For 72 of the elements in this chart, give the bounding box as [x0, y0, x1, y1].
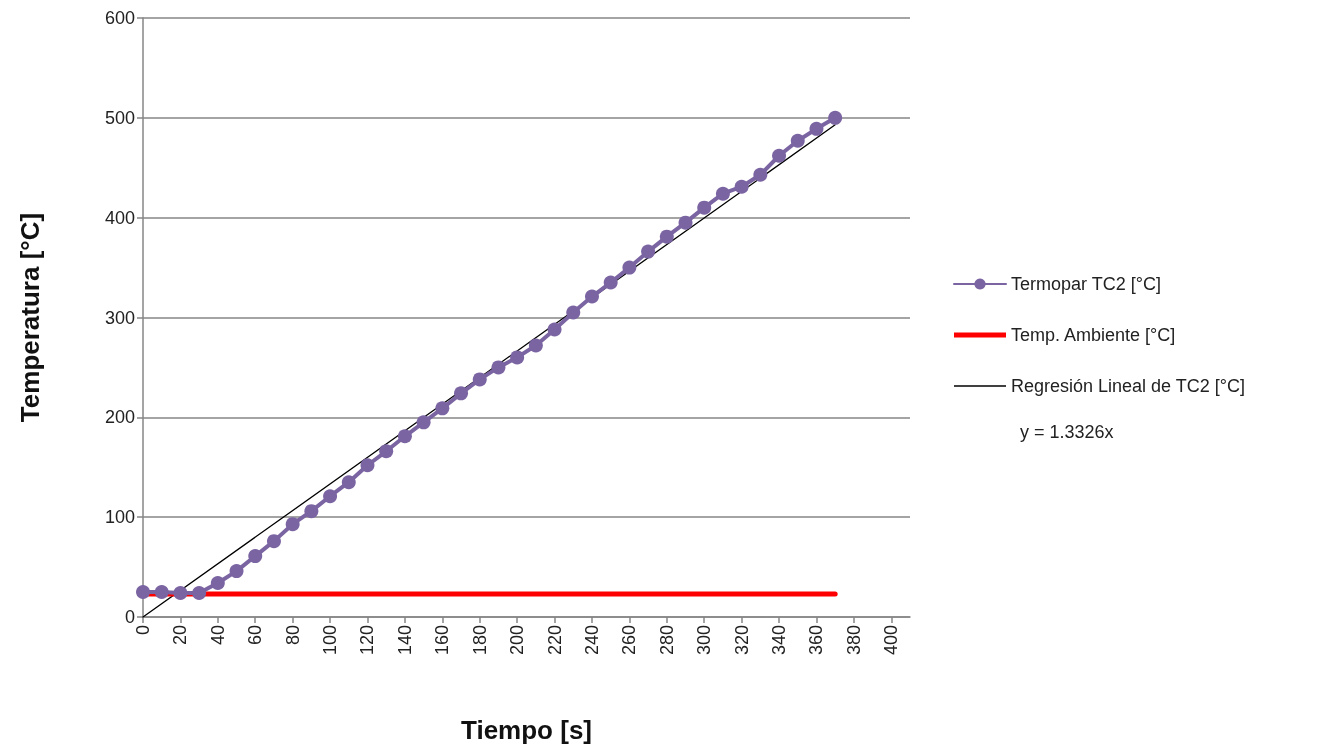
- x-tick-label: 260: [619, 625, 640, 656]
- x-tick-label: 60: [245, 625, 266, 646]
- point: [229, 564, 244, 579]
- point: [472, 372, 487, 387]
- point: [435, 401, 450, 416]
- point: [734, 179, 749, 194]
- point: [584, 289, 599, 304]
- y-axis-title: Temperatura [°C]: [15, 212, 45, 423]
- point: [397, 429, 412, 444]
- x-tick-label: 20: [170, 625, 191, 646]
- point: [659, 229, 674, 244]
- x-axis-title: Tiempo [s]: [461, 715, 592, 745]
- point: [323, 489, 338, 504]
- y-tick-label: 100: [104, 507, 135, 528]
- legend-label: Temp. Ambiente [°C]: [1011, 325, 1176, 345]
- x-tick-label: 120: [357, 625, 378, 656]
- point: [173, 586, 188, 601]
- point: [753, 167, 768, 182]
- point: [210, 576, 225, 591]
- point: [547, 322, 562, 337]
- point: [454, 386, 469, 401]
- x-tick-label: 360: [806, 625, 827, 656]
- point: [828, 110, 843, 125]
- x-tick-label: 140: [394, 625, 415, 656]
- x-tick-label: 400: [881, 625, 902, 656]
- x-tick-label: 240: [581, 625, 602, 656]
- point: [341, 475, 356, 490]
- point: [360, 458, 375, 473]
- text: y = 1.3326x: [1020, 422, 1114, 442]
- x-tick-label: 100: [320, 625, 341, 656]
- point: [491, 360, 506, 375]
- point: [772, 148, 787, 163]
- x-tick-label: 220: [544, 625, 565, 656]
- x-tick-label: 200: [507, 625, 528, 656]
- y-tick-label: 0: [124, 607, 135, 627]
- point: [603, 275, 618, 290]
- x-tick-label: 40: [207, 625, 228, 646]
- point: [154, 585, 169, 600]
- point: [622, 260, 637, 275]
- point: [379, 444, 394, 459]
- point: [248, 549, 263, 564]
- point: [790, 133, 805, 148]
- point: [678, 215, 693, 230]
- point: [266, 534, 281, 549]
- point: [285, 517, 300, 532]
- point: [136, 585, 150, 600]
- x-tick-label: 320: [731, 625, 752, 656]
- x-tick-label: 340: [769, 625, 790, 656]
- point: [510, 350, 525, 365]
- y-tick-label: 400: [104, 207, 135, 228]
- point: [809, 121, 824, 136]
- point: [715, 186, 730, 201]
- x-tick-label: 280: [656, 625, 677, 656]
- y-tick-label: 600: [104, 8, 135, 28]
- point: [192, 586, 207, 601]
- x-tick-label: 380: [843, 625, 864, 656]
- y-tick-label: 500: [104, 107, 135, 128]
- x-tick-label: 80: [282, 625, 303, 646]
- point: [304, 504, 319, 519]
- point: [641, 244, 656, 259]
- y-tick-label: 200: [104, 407, 135, 428]
- legend-label: Termopar TC2 [°C]: [1011, 274, 1161, 294]
- x-tick-label: 160: [432, 625, 453, 656]
- x-tick-label: 180: [469, 625, 490, 656]
- x-tick-label: 300: [694, 625, 715, 656]
- point: [528, 338, 543, 353]
- point: [697, 200, 712, 215]
- legend-label: Regresión Lineal de TC2 [°C]: [1011, 376, 1245, 396]
- y-tick-label: 300: [104, 307, 135, 328]
- point: [566, 305, 581, 320]
- x-tick-label: 0: [133, 625, 153, 636]
- point: [416, 415, 431, 430]
